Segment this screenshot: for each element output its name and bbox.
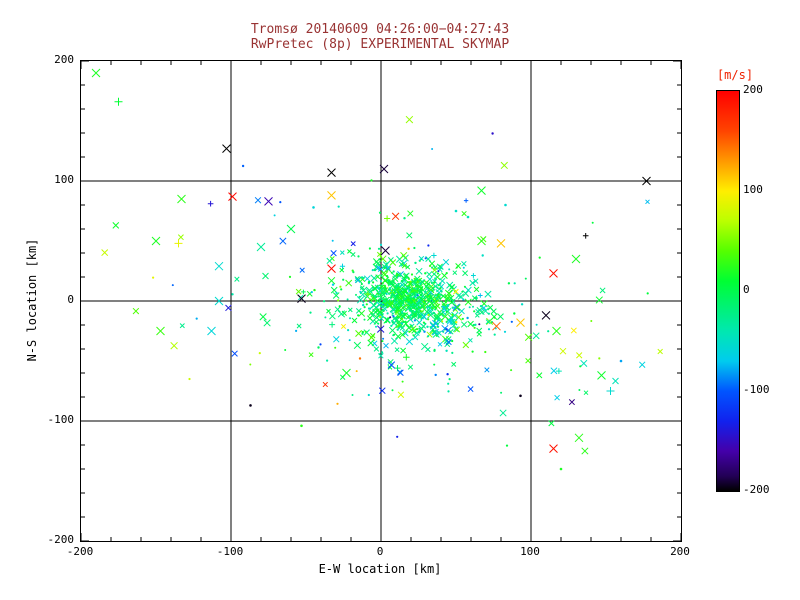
x-axis-label: E-W location [km] — [318, 562, 442, 576]
plot-title: Tromsø 20140609 04:26:00−04:27:43 — [250, 22, 510, 37]
y-tick-label: 0 — [67, 293, 74, 306]
y-tick-label: -100 — [47, 413, 75, 426]
colorbar — [716, 90, 740, 492]
y-tick-label: -200 — [47, 533, 75, 546]
x-tick-label: -100 — [216, 545, 244, 558]
plot-subtitle: RwPretec (8p) EXPERIMENTAL SKYMAP — [250, 37, 510, 52]
colorbar-tick-label: 0 — [743, 283, 750, 296]
y-tick-label: 100 — [54, 173, 74, 186]
colorbar-tick-label: 100 — [743, 183, 763, 196]
colorbar-tick-label: -100 — [743, 383, 770, 396]
x-tick-label: 100 — [520, 545, 540, 558]
y-tick-label: 200 — [54, 53, 74, 66]
x-tick-label: 0 — [376, 545, 384, 558]
colorbar-tick-label: 200 — [743, 83, 763, 96]
axis-ticks — [81, 61, 681, 541]
skymap-svg — [81, 61, 681, 541]
grid-lines — [81, 61, 681, 541]
colorbar-unit-label: [m/s] — [716, 68, 754, 82]
x-tick-label: -200 — [66, 545, 94, 558]
x-tick-label: 200 — [670, 545, 690, 558]
scatter-points-layer — [91, 68, 663, 471]
colorbar-tick-label: -200 — [743, 483, 770, 496]
plot-area — [80, 60, 682, 542]
